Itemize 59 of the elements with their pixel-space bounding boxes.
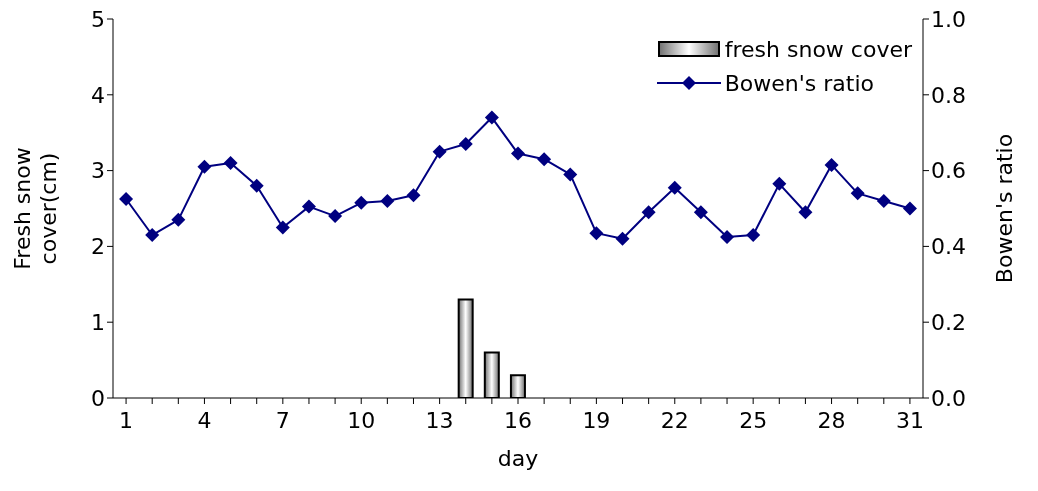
point (824, 157, 839, 172)
point (380, 193, 395, 208)
x-tick-label: 28 (817, 407, 846, 433)
y2-tick-label: 0.0 (931, 385, 966, 411)
x-tick-label: 22 (660, 407, 689, 433)
y-tick-label: 4 (91, 82, 105, 108)
y2-tick-label: 0.6 (931, 158, 966, 184)
point (667, 180, 682, 195)
y-tick-label: 3 (91, 158, 105, 184)
x-axis-title: day (497, 446, 539, 471)
point (406, 188, 421, 203)
point (876, 193, 891, 208)
x-tick-label: 7 (275, 407, 290, 433)
y-tick-label: 0 (91, 385, 105, 411)
y2-axis-title: Bowen's ratio (992, 133, 1017, 284)
point (432, 144, 447, 159)
point (563, 167, 578, 182)
y2-tick-label: 1.0 (931, 6, 966, 32)
y2-tick-label: 0.4 (931, 234, 966, 260)
point (511, 146, 525, 161)
y-tick-label: 5 (91, 6, 105, 32)
y-axis-title: Fresh snow cover(cm) (10, 147, 61, 270)
y2-tick-label: 0.2 (931, 310, 966, 336)
point (589, 226, 604, 241)
point (537, 152, 552, 167)
point (850, 186, 865, 201)
point (720, 229, 735, 244)
point (354, 195, 369, 210)
point (798, 205, 813, 220)
point (902, 201, 917, 216)
x-tick-label: 16 (504, 407, 532, 433)
y-tick-label: 1 (91, 310, 105, 336)
x-tick-label: 13 (425, 407, 454, 433)
x-tick-label: 10 (347, 407, 376, 433)
point (615, 231, 630, 246)
point (171, 212, 186, 227)
point (458, 137, 473, 152)
point (772, 176, 787, 191)
point (693, 205, 708, 220)
y-tick-label: 2 (91, 234, 105, 260)
legend-label: fresh snow cover (724, 36, 912, 62)
x-tick-label: 25 (739, 407, 768, 433)
point (641, 205, 656, 220)
point (746, 228, 761, 243)
x-tick-label: 31 (895, 407, 924, 433)
point (145, 228, 160, 243)
point (223, 156, 238, 171)
point (328, 209, 343, 224)
point (301, 199, 316, 214)
x-tick-label: 4 (197, 407, 212, 433)
point (119, 192, 134, 207)
x-tick-label: 19 (582, 407, 611, 433)
point (197, 159, 212, 174)
y2-tick-label: 0.8 (931, 82, 966, 108)
legend-label: Bowen's ratio (724, 70, 875, 96)
x-tick-label: 1 (119, 407, 134, 433)
point (249, 178, 264, 193)
point (484, 110, 499, 125)
point (275, 220, 290, 235)
